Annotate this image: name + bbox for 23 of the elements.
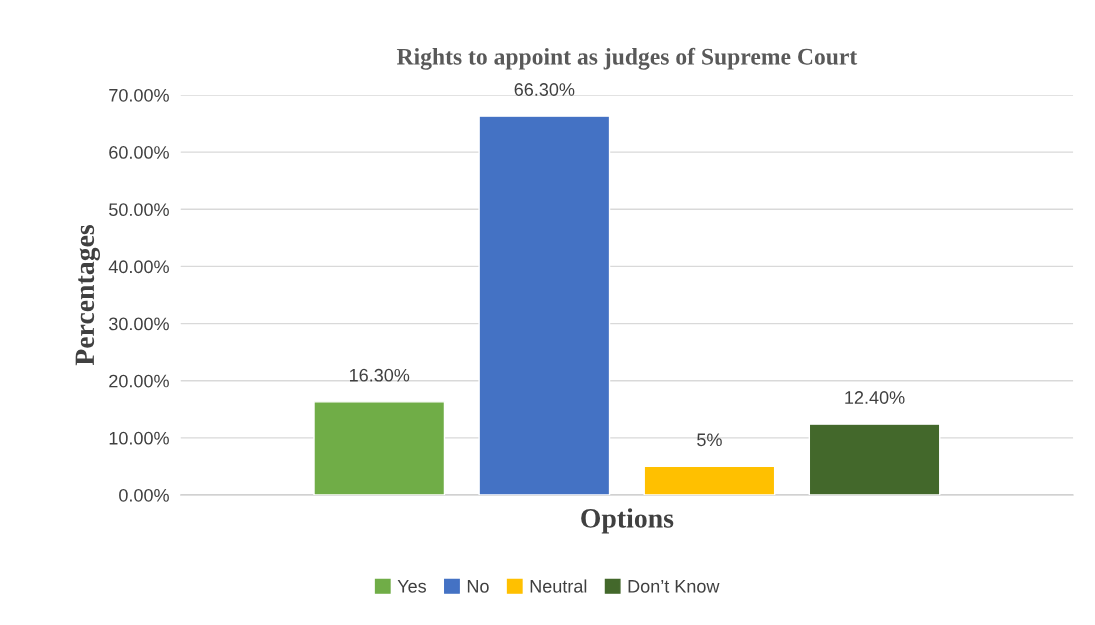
y-tick-label: 50.00% xyxy=(109,203,169,217)
legend-label: No xyxy=(467,580,489,593)
y-tick-label: 30.00% xyxy=(109,317,169,331)
bar xyxy=(478,115,611,495)
y-tick-label: 40.00% xyxy=(108,260,169,274)
bar xyxy=(313,401,446,495)
bar xyxy=(808,423,941,495)
y-tick-label: 0.00% xyxy=(119,488,169,502)
y-tick-label: 70.00% xyxy=(109,88,169,102)
y-tick-label: 20.00% xyxy=(109,374,169,388)
y-axis-title: Percentages xyxy=(75,224,100,366)
data-label: 16.30% xyxy=(350,368,410,382)
legend-label: Neutral xyxy=(530,579,587,593)
legend-label: Yes xyxy=(397,580,427,593)
data-label: 5% xyxy=(697,433,722,447)
y-tick-label: 60.00% xyxy=(109,146,169,159)
chart-title: Rights to appoint as judges of Supreme Court xyxy=(396,47,858,70)
legend-label: Don’t Know xyxy=(628,580,720,593)
x-axis-title: Options xyxy=(581,508,674,534)
data-label: 12.40% xyxy=(845,391,905,404)
data-label: 66.30% xyxy=(514,83,575,96)
y-tick-label: 10.00% xyxy=(109,431,169,445)
bar xyxy=(643,465,776,495)
